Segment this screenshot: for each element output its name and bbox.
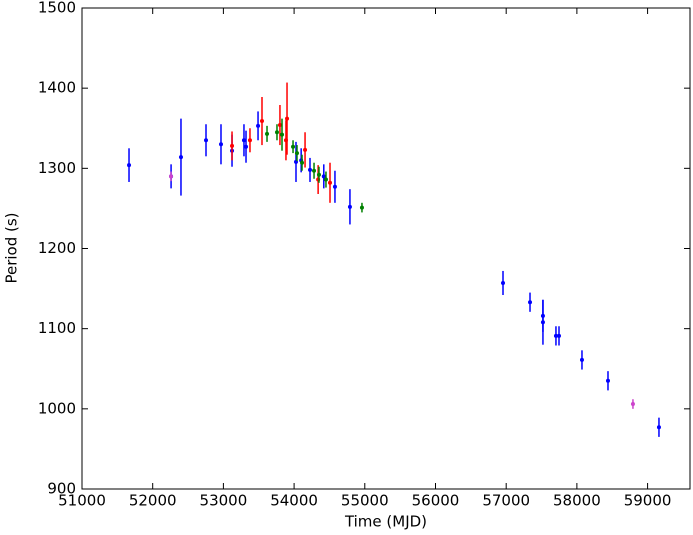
x-tick-label: 51000 [58, 492, 106, 510]
data-point [332, 184, 337, 189]
x-tick-label: 56000 [412, 492, 460, 510]
data-point [274, 130, 279, 135]
data-point [244, 144, 249, 149]
data-point [178, 155, 183, 160]
data-point [300, 160, 305, 165]
y-tick-label: 1100 [38, 319, 76, 337]
data-point [316, 172, 321, 177]
data-point [556, 333, 561, 338]
x-tick-label: 59000 [624, 492, 672, 510]
data-point [285, 116, 290, 121]
data-point [528, 300, 533, 305]
data-point [605, 378, 610, 383]
data-point [540, 320, 545, 325]
data-point [501, 280, 506, 285]
data-point [308, 167, 312, 172]
data-point [259, 119, 264, 124]
data-point [280, 132, 285, 137]
data-point [204, 138, 209, 143]
data-point [656, 425, 661, 430]
x-tick-label: 57000 [482, 492, 530, 510]
data-point [630, 402, 635, 407]
x-tick-label: 53000 [200, 492, 248, 510]
data-point [359, 205, 364, 210]
data-point [256, 123, 261, 128]
data-point [347, 204, 352, 209]
y-tick-label: 1500 [38, 0, 76, 17]
data-point [230, 143, 235, 148]
y-tick-label: 1200 [38, 239, 76, 257]
data-point [241, 138, 246, 143]
x-tick-label: 58000 [553, 492, 601, 510]
data-point [277, 123, 282, 128]
plot-frame [81, 7, 691, 490]
y-axis-label: Period (s) [3, 212, 21, 283]
y-tick-label: 900 [47, 480, 76, 498]
data-point [218, 142, 223, 147]
data-point [265, 131, 270, 136]
x-tick-label: 54000 [270, 492, 318, 510]
y-tick-label: 1000 [38, 399, 76, 417]
data-point [169, 174, 174, 179]
data-point [294, 151, 299, 156]
data-point [553, 333, 558, 338]
data-point [127, 163, 132, 168]
x-tick-label: 52000 [129, 492, 177, 510]
data-point [328, 180, 333, 185]
y-tick-label: 1300 [38, 159, 76, 177]
data-point [247, 138, 252, 143]
data-point [323, 177, 328, 182]
data-point [291, 144, 296, 149]
data-point [312, 168, 317, 173]
x-tick-label: 55000 [341, 492, 389, 510]
data-point [579, 357, 584, 362]
data-point [303, 147, 308, 152]
x-axis-label: Time (MJD) [344, 513, 427, 531]
data-point [321, 174, 326, 179]
y-tick-label: 1400 [38, 79, 76, 97]
